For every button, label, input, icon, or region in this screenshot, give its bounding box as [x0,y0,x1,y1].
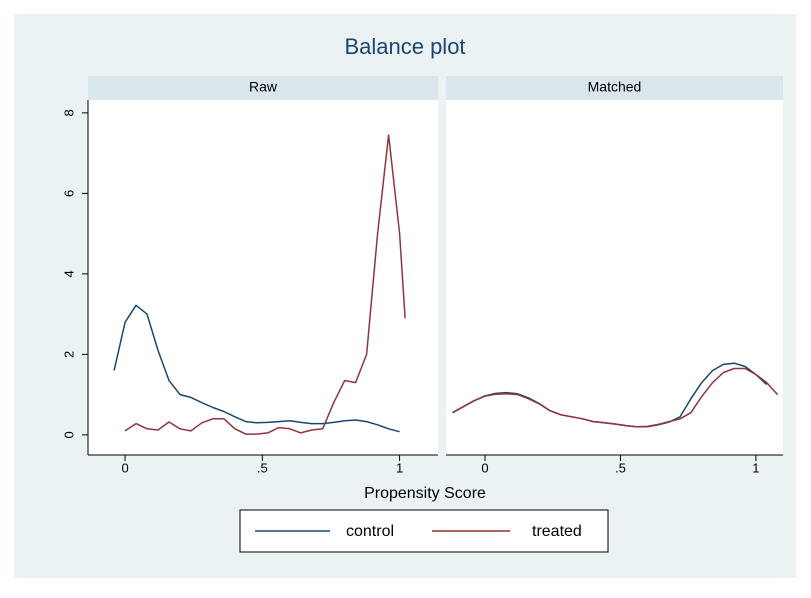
panel-title: Matched [588,79,642,95]
x-tick-label: 0 [121,460,128,475]
series-line [113,304,400,433]
x-tick-label: 1 [396,460,403,475]
panel-strip [88,76,438,100]
chart-title: Balance plot [344,34,465,59]
panel-title: Raw [249,79,278,95]
x-tick-label: 0 [481,460,488,475]
x-tick-label: .5 [257,460,268,475]
legend-label: treated [532,523,582,540]
plot-area [446,100,783,455]
y-tick-label: 0 [61,431,76,438]
series-line [124,134,406,435]
x-tick-label: .5 [615,460,626,475]
x-axis-label: Propensity Score [364,485,486,502]
y-tick-label: 8 [61,109,76,116]
panel-strip [446,76,783,100]
y-tick-label: 2 [61,351,76,358]
legend-label: control [346,523,394,540]
series-line [452,367,779,428]
y-tick-label: 6 [61,190,76,197]
x-tick-label: 1 [752,460,759,475]
plot-area [88,100,438,455]
y-tick-label: 4 [61,270,76,277]
